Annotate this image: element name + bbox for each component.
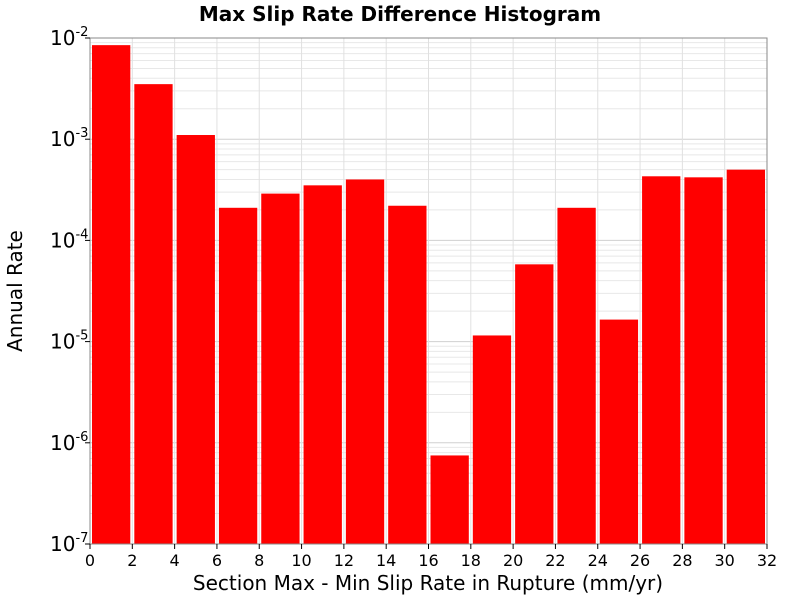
y-tick-label: 10-6 (50, 430, 88, 455)
x-tick-label: 18 (461, 551, 481, 570)
y-axis-ticks: 10-2 10-3 10-4 10-5 10-6 10-7 (50, 25, 90, 556)
x-tick-label: 6 (212, 551, 222, 570)
y-tick-label: 10-4 (50, 227, 88, 252)
chart-title: Max Slip Rate Difference Histogram (199, 2, 601, 26)
x-axis-ticks: 0 2 4 6 8 10 12 14 16 18 20 22 24 26 28 30 32 (85, 544, 777, 570)
x-tick-label: 2 (127, 551, 137, 570)
histogram-bar (92, 45, 131, 545)
histogram-bar (261, 193, 300, 544)
x-tick-label: 16 (418, 551, 438, 570)
histogram-bar (515, 264, 554, 544)
histogram-bar (176, 135, 215, 545)
histogram-bar (726, 169, 765, 544)
y-tick-label: 10-7 (50, 531, 88, 556)
y-axis-label: Annual Rate (3, 230, 27, 352)
x-tick-label: 26 (630, 551, 650, 570)
histogram-bar (218, 207, 258, 544)
y-tick-label: 10-2 (50, 25, 88, 50)
x-tick-label: 30 (715, 551, 735, 570)
x-tick-label: 32 (757, 551, 777, 570)
histogram-bar (557, 207, 596, 544)
histogram-bar (134, 84, 173, 544)
x-axis-label: Section Max - Min Slip Rate in Rupture (… (193, 571, 663, 595)
histogram-bar (472, 335, 512, 544)
x-tick-label: 24 (588, 551, 608, 570)
x-tick-label: 28 (672, 551, 692, 570)
bars (92, 45, 765, 545)
histogram-bar (684, 177, 723, 544)
histogram-bar (430, 455, 469, 544)
x-tick-label: 10 (291, 551, 311, 570)
x-tick-label: 14 (376, 551, 396, 570)
histogram-bar (388, 205, 427, 544)
x-tick-label: 20 (503, 551, 523, 570)
y-tick-label: 10-5 (50, 329, 88, 354)
x-tick-label: 22 (545, 551, 565, 570)
x-tick-label: 4 (170, 551, 180, 570)
histogram-bar (599, 319, 639, 544)
histogram-bar (303, 185, 342, 544)
x-tick-label: 8 (254, 551, 264, 570)
x-tick-label: 0 (85, 551, 95, 570)
x-tick-label: 12 (334, 551, 354, 570)
histogram-bar (345, 179, 385, 544)
y-tick-label: 10-3 (50, 126, 88, 151)
histogram-bar (642, 176, 681, 544)
